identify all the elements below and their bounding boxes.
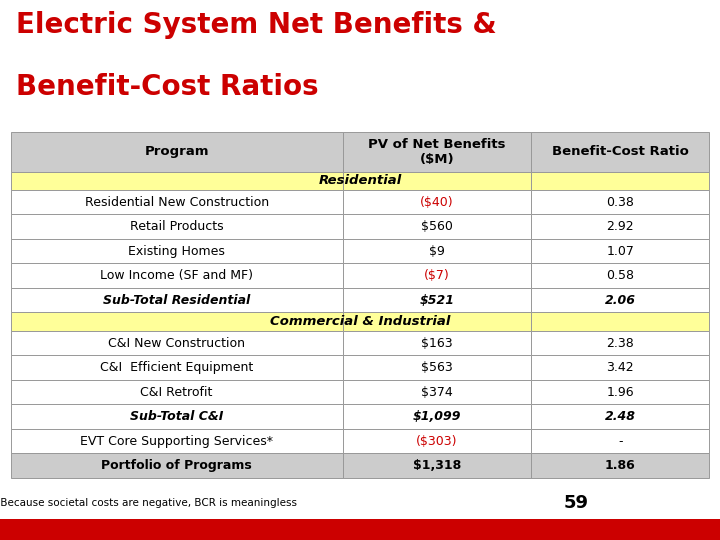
Text: 59: 59 bbox=[564, 494, 588, 512]
Bar bbox=[531, 429, 709, 454]
Text: Low Income (SF and MF): Low Income (SF and MF) bbox=[100, 269, 253, 282]
Text: 0.58: 0.58 bbox=[606, 269, 634, 282]
Text: Residential: Residential bbox=[318, 174, 402, 187]
Bar bbox=[343, 132, 531, 172]
Bar bbox=[531, 404, 709, 429]
Text: Benefit-Cost Ratio: Benefit-Cost Ratio bbox=[552, 145, 688, 158]
Bar bbox=[343, 429, 531, 454]
Text: ($303): ($303) bbox=[416, 435, 458, 448]
Text: -: - bbox=[618, 435, 622, 448]
Bar bbox=[531, 132, 709, 172]
Bar bbox=[343, 190, 531, 214]
Bar bbox=[343, 264, 531, 288]
Bar bbox=[531, 264, 709, 288]
Text: 0.38: 0.38 bbox=[606, 195, 634, 208]
Text: EVT Core Supporting Services*: EVT Core Supporting Services* bbox=[80, 435, 273, 448]
Bar bbox=[11, 404, 343, 429]
Text: $521: $521 bbox=[419, 294, 454, 307]
Text: 1.86: 1.86 bbox=[605, 459, 636, 472]
Text: C&I New Construction: C&I New Construction bbox=[108, 336, 246, 349]
Bar bbox=[11, 239, 343, 264]
Bar bbox=[11, 264, 343, 288]
Bar bbox=[531, 214, 709, 239]
Text: C&I Retrofit: C&I Retrofit bbox=[140, 386, 213, 399]
Text: $374: $374 bbox=[421, 386, 453, 399]
Text: Commercial & Industrial: Commercial & Industrial bbox=[270, 315, 450, 328]
Bar bbox=[531, 454, 709, 478]
Bar bbox=[531, 380, 709, 404]
Bar bbox=[531, 239, 709, 264]
Text: 1.07: 1.07 bbox=[606, 245, 634, 258]
Text: ($40): ($40) bbox=[420, 195, 454, 208]
Bar bbox=[531, 288, 709, 313]
Text: Electric System Net Benefits &: Electric System Net Benefits & bbox=[16, 11, 497, 39]
Text: $1,099: $1,099 bbox=[413, 410, 461, 423]
Bar bbox=[11, 190, 343, 214]
Bar bbox=[11, 355, 343, 380]
Text: Existing Homes: Existing Homes bbox=[128, 245, 225, 258]
Text: Benefit-Cost Ratios: Benefit-Cost Ratios bbox=[16, 73, 318, 101]
Bar bbox=[531, 355, 709, 380]
Bar bbox=[343, 172, 531, 190]
Text: 2.48: 2.48 bbox=[605, 410, 636, 423]
Bar bbox=[343, 239, 531, 264]
Bar bbox=[11, 454, 343, 478]
Bar bbox=[343, 380, 531, 404]
Bar bbox=[11, 132, 343, 172]
Text: 3.42: 3.42 bbox=[606, 361, 634, 374]
Bar bbox=[531, 172, 709, 190]
Bar bbox=[343, 313, 531, 331]
Text: Residential New Construction: Residential New Construction bbox=[85, 195, 269, 208]
Bar bbox=[11, 313, 343, 331]
Bar bbox=[343, 404, 531, 429]
Text: $163: $163 bbox=[421, 336, 453, 349]
Text: Program: Program bbox=[145, 145, 209, 158]
Text: $9: $9 bbox=[429, 245, 445, 258]
Text: $1,318: $1,318 bbox=[413, 459, 461, 472]
Text: Sub-Total Residential: Sub-Total Residential bbox=[103, 294, 251, 307]
Text: Retail Products: Retail Products bbox=[130, 220, 223, 233]
Bar bbox=[11, 172, 343, 190]
Bar bbox=[343, 331, 531, 355]
Text: Sub-Total C&I: Sub-Total C&I bbox=[130, 410, 223, 423]
Bar bbox=[343, 288, 531, 313]
Bar bbox=[343, 355, 531, 380]
Text: ($7): ($7) bbox=[424, 269, 450, 282]
Text: Portfolio of Programs: Portfolio of Programs bbox=[102, 459, 252, 472]
Text: PV of Net Benefits
($M): PV of Net Benefits ($M) bbox=[368, 138, 505, 166]
Text: 2.92: 2.92 bbox=[606, 220, 634, 233]
Text: 1.96: 1.96 bbox=[606, 386, 634, 399]
Text: C&I  Efficient Equipment: C&I Efficient Equipment bbox=[100, 361, 253, 374]
Bar bbox=[11, 429, 343, 454]
Bar bbox=[343, 454, 531, 478]
Text: $560: $560 bbox=[421, 220, 453, 233]
Text: 2.06: 2.06 bbox=[605, 294, 636, 307]
Bar bbox=[11, 380, 343, 404]
Bar bbox=[531, 190, 709, 214]
Bar bbox=[531, 331, 709, 355]
Bar bbox=[11, 288, 343, 313]
Bar bbox=[11, 331, 343, 355]
Text: * Because societal costs are negative, BCR is meaningless: * Because societal costs are negative, B… bbox=[0, 498, 297, 508]
Bar bbox=[0, 519, 720, 540]
Text: 2.38: 2.38 bbox=[606, 336, 634, 349]
Bar bbox=[343, 214, 531, 239]
Bar bbox=[11, 214, 343, 239]
Text: $563: $563 bbox=[421, 361, 453, 374]
Bar bbox=[531, 313, 709, 331]
